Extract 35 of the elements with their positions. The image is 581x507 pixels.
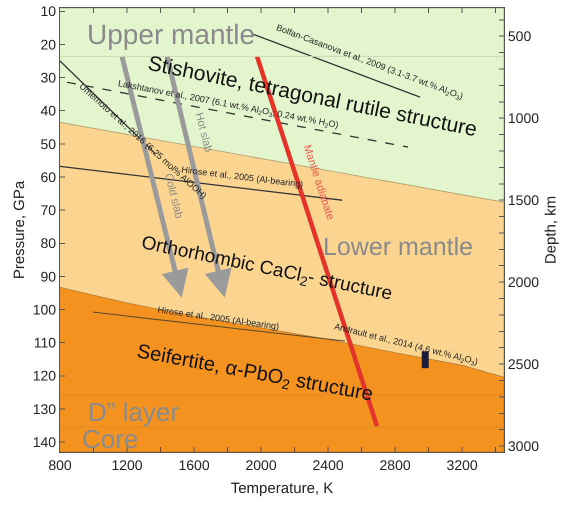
y-tick-label: 40 bbox=[40, 102, 56, 119]
y-tick-label: 140 bbox=[32, 434, 56, 450]
y-tick-label: 10 bbox=[40, 3, 56, 20]
y-tick-label: 80 bbox=[40, 235, 56, 252]
annotation: Upper mantle bbox=[87, 19, 256, 50]
y2-tick-label: 1000 bbox=[508, 110, 540, 126]
y-tick-label: 110 bbox=[34, 334, 56, 351]
x-tick-label: 1600 bbox=[178, 456, 210, 473]
x-tick-label: 2400 bbox=[312, 456, 344, 473]
y2-tick-label: 3000 bbox=[508, 438, 540, 454]
y-tick-label: 90 bbox=[40, 268, 56, 284]
x-tick-label: 3200 bbox=[446, 456, 478, 473]
annotation: Hirose et al., 2005 (Al-bearing) bbox=[156, 304, 280, 332]
x-axis-title: Temperature, K bbox=[230, 480, 334, 497]
y-tick-label: 70 bbox=[40, 202, 56, 218]
y2-tick-label: 500 bbox=[508, 28, 532, 44]
y-axis-title: Pressure, GPa bbox=[10, 180, 28, 280]
y2-tick-label: 2000 bbox=[508, 274, 540, 290]
y-tick-label: 130 bbox=[32, 400, 56, 417]
y2-tick-label: 1500 bbox=[508, 192, 540, 208]
y2-axis-title: Depth, km bbox=[542, 196, 560, 264]
y-tick-label: 20 bbox=[40, 36, 56, 52]
y-tick-label: 30 bbox=[40, 69, 56, 86]
y-tick-label: 60 bbox=[40, 168, 56, 185]
x-tick-label: 1200 bbox=[111, 456, 143, 473]
annotation: Core bbox=[82, 424, 138, 454]
x-tick-label: 2800 bbox=[380, 456, 411, 473]
y-tick-label: 100 bbox=[32, 301, 56, 318]
y2-tick-label: 2500 bbox=[508, 356, 540, 372]
y-tick-label: 50 bbox=[40, 136, 56, 152]
annotation: Hot slab bbox=[192, 111, 214, 154]
y-tick-label: 120 bbox=[32, 368, 56, 384]
annotation: Lower mantle bbox=[323, 233, 474, 261]
x-tick-label: 2000 bbox=[245, 456, 277, 473]
x-tick-label: 800 bbox=[48, 456, 72, 473]
